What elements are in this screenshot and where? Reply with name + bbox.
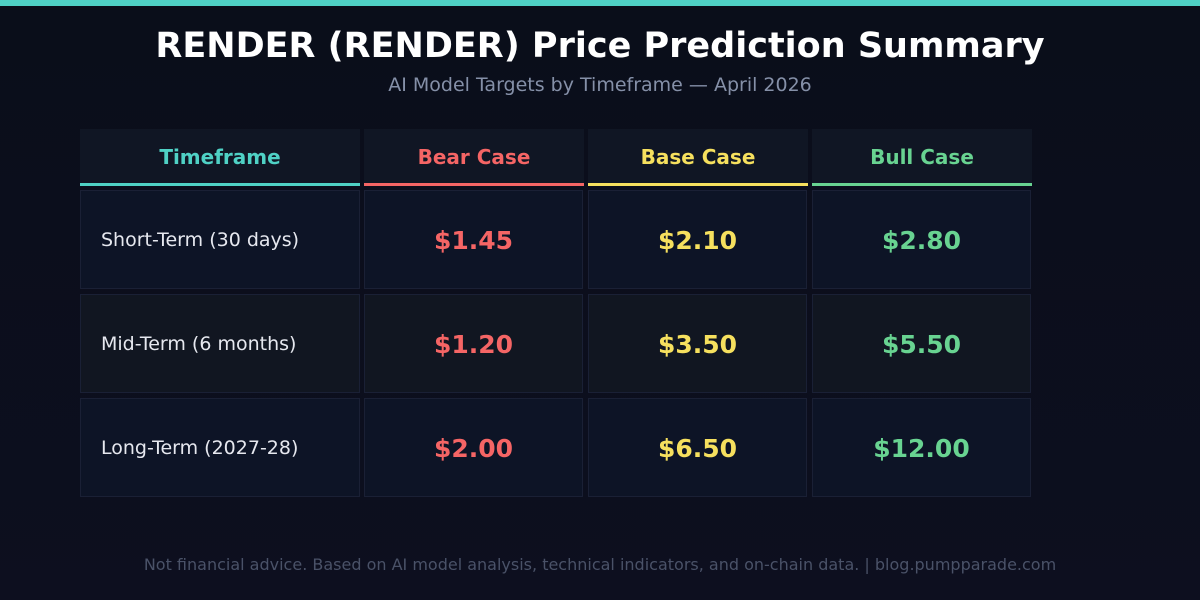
column-header-label: Timeframe <box>159 145 281 169</box>
timeframe-label: Long-Term (2027-28) <box>101 437 299 459</box>
page-subtitle: AI Model Targets by Timeframe — April 20… <box>388 74 812 96</box>
bull-cell: $12.00 <box>812 398 1031 497</box>
column-underline <box>812 183 1032 186</box>
bear-price: $1.20 <box>433 330 514 359</box>
column-underline <box>364 183 584 186</box>
page-title: RENDER (RENDER) Price Prediction Summary <box>155 26 1045 66</box>
column-header-label: Base Case <box>640 145 756 169</box>
bull-price: $12.00 <box>873 434 970 463</box>
bear-price: $2.00 <box>433 434 514 463</box>
table-row-long-term: Long-Term (2027-28) <box>80 398 360 497</box>
bull-cell: $2.80 <box>812 190 1031 289</box>
column-underline <box>80 183 360 186</box>
top-accent-bar <box>0 0 1200 6</box>
timeframe-label: Mid-Term (6 months) <box>101 333 297 355</box>
bull-cell: $5.50 <box>812 294 1031 393</box>
column-header-bear: Bear Case <box>364 129 584 186</box>
base-cell: $6.50 <box>588 398 807 497</box>
footer-disclaimer: Not financial advice. Based on AI model … <box>143 555 1057 574</box>
column-header-base: Base Case <box>588 129 808 186</box>
base-cell: $2.10 <box>588 190 807 289</box>
table-row-mid-term: Mid-Term (6 months) <box>80 294 360 393</box>
column-underline <box>588 183 808 186</box>
column-header-timeframe: Timeframe <box>80 129 360 186</box>
bull-price: $5.50 <box>881 330 962 359</box>
base-price: $3.50 <box>657 330 738 359</box>
bear-cell: $2.00 <box>364 398 583 497</box>
base-price: $2.10 <box>657 226 738 255</box>
bear-cell: $1.45 <box>364 190 583 289</box>
timeframe-label: Short-Term (30 days) <box>101 229 300 251</box>
column-header-bull: Bull Case <box>812 129 1032 186</box>
bull-price: $2.80 <box>881 226 962 255</box>
base-price: $6.50 <box>657 434 738 463</box>
bear-cell: $1.20 <box>364 294 583 393</box>
table-row-short-term: Short-Term (30 days) <box>80 190 360 289</box>
bear-price: $1.45 <box>433 226 514 255</box>
column-header-label: Bear Case <box>417 145 531 169</box>
column-header-label: Bull Case <box>870 145 974 169</box>
base-cell: $3.50 <box>588 294 807 393</box>
